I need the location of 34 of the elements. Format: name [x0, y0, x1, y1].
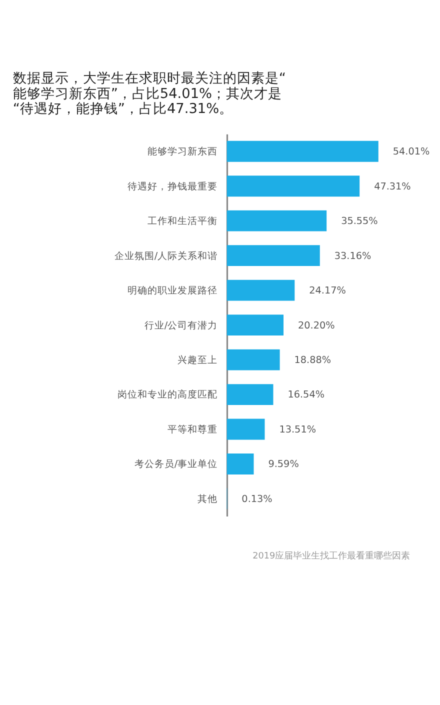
- y-tick-label: 平等和尊重: [168, 423, 218, 436]
- y-tick-label: 行业/公司有潜力: [144, 319, 218, 332]
- y-tick-label: 其他: [198, 492, 218, 505]
- bar: [226, 454, 254, 474]
- data-label: 0.13%: [242, 494, 272, 505]
- data-label: 13.51%: [279, 424, 316, 436]
- bar: [226, 418, 265, 440]
- bar: [226, 140, 378, 162]
- data-label: 33.16%: [334, 250, 372, 262]
- y-tick-label: 兴趣至上: [178, 354, 218, 366]
- data-label: 9.59%: [268, 459, 299, 470]
- bar: [226, 176, 360, 197]
- bar: [226, 280, 295, 301]
- data-label: 16.54%: [288, 390, 324, 401]
- bar: [226, 210, 327, 232]
- chart-title: 数据显示，大学生在求职时最关注的因素是“能够学习新东西”，占比54.01%；其次才是“待遇好，能挣钱”，占比47.31%。: [12, 70, 286, 118]
- y-tick-label: 岗位和专业的高度匹配: [118, 388, 218, 401]
- y-tick-label: 明确的职业发展路径: [128, 284, 218, 297]
- y-tick-label: 工作和生活平衡: [148, 215, 218, 228]
- y-tick-label: 企业氛围/人际关系和谐: [114, 250, 218, 262]
- bar: [226, 314, 284, 336]
- data-label: 24.17%: [309, 286, 346, 297]
- text: 2019应届毕业生找工作最看重哪些因素: [252, 550, 410, 562]
- y-tick-label: 待遇好，挣钱最重要: [128, 180, 218, 192]
- data-label: 20.20%: [298, 320, 335, 332]
- data-label: 35.55%: [341, 216, 378, 228]
- bar: [226, 349, 280, 370]
- bar: [226, 245, 320, 266]
- data-label: 47.31%: [374, 181, 411, 192]
- data-label: 18.88%: [294, 355, 332, 366]
- bar: [226, 384, 274, 405]
- data-label: 54.01%: [392, 146, 430, 158]
- y-tick-label: 能够学习新东西: [148, 146, 218, 158]
- y-tick-label: 考公务员/事业单位: [134, 458, 218, 470]
